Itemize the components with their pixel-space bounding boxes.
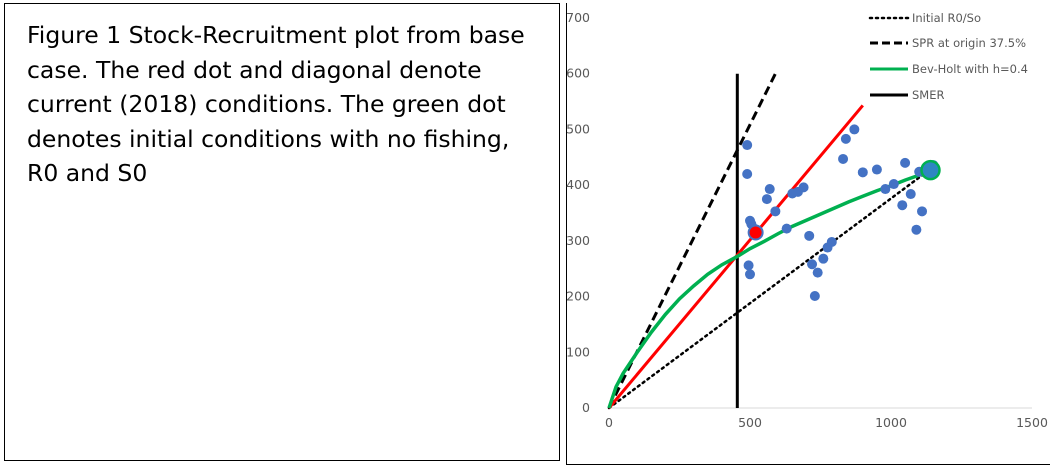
observed-point <box>804 230 815 241</box>
observed-point <box>880 184 891 195</box>
observed-point <box>905 189 916 200</box>
observed-point <box>818 253 829 264</box>
observed-point <box>888 179 899 190</box>
x-tick-label: 1000 <box>875 415 907 430</box>
initial-point <box>920 159 941 181</box>
x-tick-label: 500 <box>738 415 762 430</box>
y-tick-label: 600 <box>566 66 590 81</box>
y-tick-label: 100 <box>566 344 590 359</box>
y-tick-label: 400 <box>566 177 590 192</box>
observed-point <box>911 224 922 235</box>
observed-point <box>761 194 772 205</box>
observed-point <box>743 260 754 271</box>
observed-point <box>742 169 753 179</box>
observed-point <box>838 153 849 164</box>
figure-caption: Figure 1 Stock-Recruitment plot from bas… <box>27 21 525 188</box>
observed-point <box>840 133 851 144</box>
legend-label: SPR at origin 37.5% <box>912 36 1026 50</box>
y-tick-label: 0 <box>582 400 590 415</box>
observed-point <box>897 200 908 211</box>
observed-point <box>871 164 882 175</box>
initial-r0-so-line <box>607 169 929 410</box>
observed-point <box>900 157 911 168</box>
observed-point <box>812 267 823 278</box>
chart-frame <box>566 3 1050 465</box>
caption-box: Figure 1 Stock-Recruitment plot from bas… <box>4 3 560 461</box>
observed-point <box>807 259 818 270</box>
observed-point <box>826 236 837 247</box>
x-tick-label: 0 <box>605 415 613 430</box>
observed-point <box>917 206 928 217</box>
observed-point <box>798 182 809 193</box>
observed-point <box>764 184 775 195</box>
legend-label: Initial R0/So <box>912 11 981 25</box>
observed-point <box>770 206 781 217</box>
observed-point <box>849 124 860 135</box>
legend-label: Bev-Holt with h=0.4 <box>912 62 1028 76</box>
observed-point <box>745 269 755 280</box>
current-point <box>747 224 764 241</box>
legend-label: SMER <box>912 88 944 102</box>
x-tick-label: 1500 <box>1016 415 1048 430</box>
observed-point <box>742 140 753 151</box>
y-tick-label: 200 <box>566 289 590 304</box>
y-tick-label: 300 <box>566 233 590 248</box>
y-tick-label: 500 <box>566 121 590 136</box>
y-tick-label: 700 <box>566 10 590 25</box>
observed-point <box>781 223 792 234</box>
observed-point <box>809 291 820 302</box>
bev-holt-curve <box>607 169 929 409</box>
observed-point <box>857 167 868 178</box>
